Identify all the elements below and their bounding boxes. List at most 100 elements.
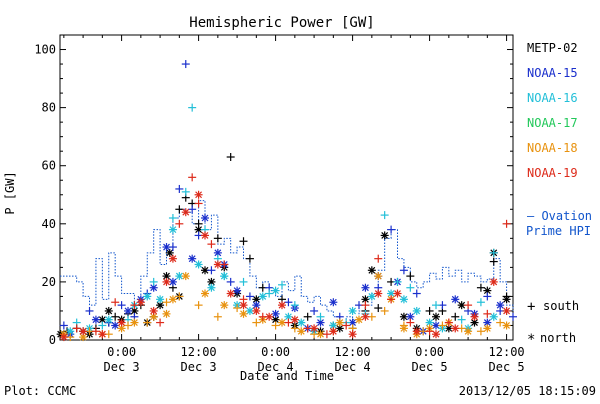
star-d2 [291,316,299,324]
star-d2 [387,290,395,297]
plot-frame [59,34,514,341]
star-d2 [349,330,357,338]
star-d2 [163,310,170,318]
star-d2 [272,310,280,318]
star-d2 [131,307,138,315]
y-tick-label: 0 [49,333,56,347]
star-d2 [163,243,170,251]
north-marker [213,260,222,269]
south-marker [406,318,415,327]
star-d2 [368,266,376,274]
south-marker [188,173,197,182]
south-marker [393,277,402,286]
north-marker [496,301,505,310]
north-marker [162,309,171,318]
south-marker [207,266,216,275]
chart-title: Hemispheric Power [GW] [189,15,374,31]
north-marker [165,248,174,257]
star-d2 [317,330,324,338]
star-d2 [503,307,511,315]
north-marker [380,231,389,240]
star-d2 [195,191,203,199]
south-marker [374,304,383,313]
north-marker [489,277,498,286]
star-d2 [137,298,145,306]
south-marker [59,321,68,330]
north-marker [310,324,319,333]
south-marker [399,266,408,275]
x-tick-date-label: Dec 4 [335,360,371,374]
south-marker [175,184,184,193]
north-marker [361,283,370,292]
south-marker [213,312,222,321]
south-marker [233,304,242,313]
star-d2 [150,307,158,315]
north-marker [470,312,479,321]
north-marker [361,312,370,321]
south-marker [111,312,120,321]
star-d2 [464,327,472,335]
star-d2 [208,284,215,292]
star-d2 [201,266,209,274]
y-tick-label: 40 [42,217,56,231]
north-marker [98,330,107,339]
x-tick-time-label: 12:00 [335,345,371,359]
south-marker [476,283,485,292]
south-marker [290,324,299,333]
north-marker [245,306,254,315]
star-d2 [252,307,260,315]
star-d2 [483,319,491,326]
south-marker [194,301,203,310]
footer-right: 2013/12/05 18:15:09 [459,384,596,398]
north-marker [156,295,165,304]
south-marker-label: south [543,299,579,313]
star-d2 [252,295,260,303]
south-marker [476,298,485,307]
south-marker [284,318,293,327]
north-marker [168,254,177,263]
star-d2 [169,278,177,286]
north-marker [181,208,190,217]
star-d2 [355,316,363,324]
x-tick-time-label: 12:00 [489,345,525,359]
star-d2 [400,295,408,303]
north-marker [79,327,88,336]
star-d2 [182,272,190,280]
ovation-label-line1: – Ovation [527,209,592,223]
star-d2 [163,278,170,286]
star-d2 [368,293,376,300]
north-marker [130,318,139,327]
star-d2 [208,278,215,286]
star-d2 [150,284,158,292]
north-marker [290,315,299,324]
south-marker [509,312,517,321]
south-marker [303,312,312,321]
south-marker [316,312,325,321]
star-d2 [310,324,318,332]
star-d2 [265,313,273,321]
north-marker [168,225,177,234]
south-marker [451,312,460,321]
north-marker [271,286,280,295]
legend-entry-noaa-17: NOAA-17 [527,116,578,130]
x-tick-time-label: 0:00 [261,345,290,359]
north-marker [143,292,152,301]
y-axis-label: P [GW] [3,171,17,214]
south-marker [406,272,415,281]
south-marker [239,277,248,286]
north-marker [201,214,210,222]
north-marker [117,324,126,333]
south-marker [143,318,152,327]
star-d2 [278,301,286,309]
north-marker [136,298,145,307]
north-marker [226,289,235,298]
south-marker [72,324,81,333]
south-marker [226,277,235,286]
north-marker [393,289,402,298]
star-d2 [188,255,196,263]
legend-entry-metp-02: METP-02 [527,41,578,55]
star-d2 [349,319,357,326]
star-d2 [98,330,106,338]
south-marker [207,240,216,249]
